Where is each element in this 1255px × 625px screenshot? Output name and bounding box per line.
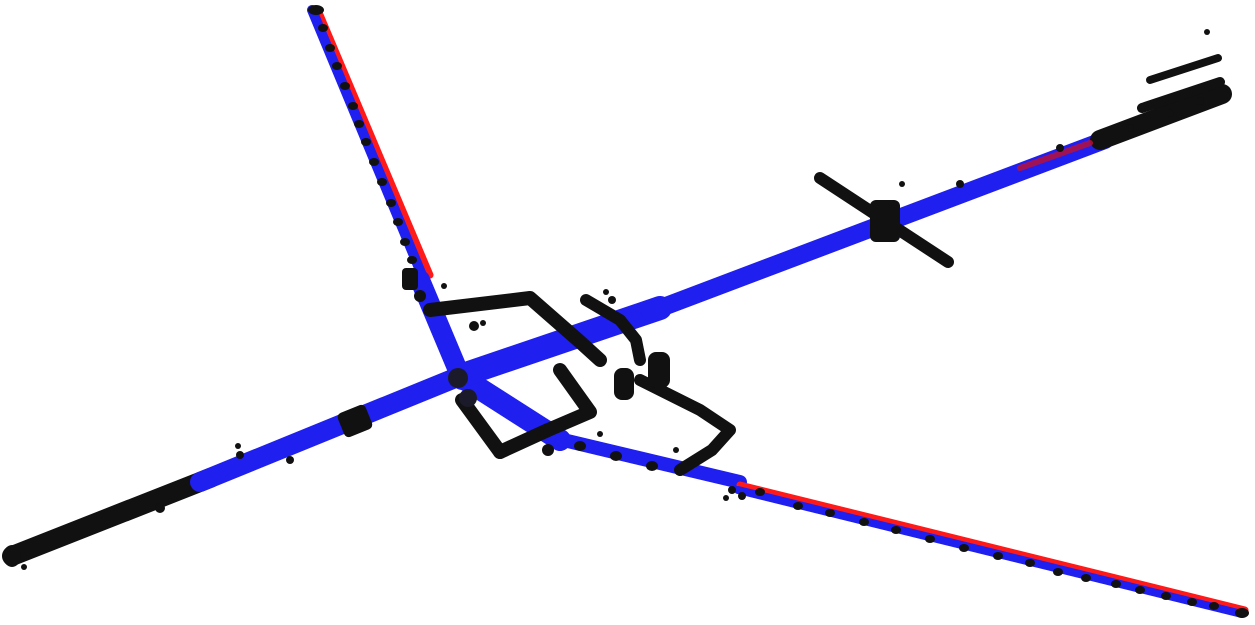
junction [448,368,468,388]
fitting [3,545,21,567]
main-trunk-red-accent [1017,140,1093,171]
fitting [1135,586,1145,594]
fitting [308,5,324,15]
junction [673,447,679,453]
fitting [1081,574,1091,582]
fitting [993,552,1003,560]
tank-pair [614,352,670,400]
junction [608,296,616,304]
fitting [1025,559,1035,567]
upper-right-parallel-pipes [1137,29,1225,113]
upper-left-branch-fittings [308,5,447,302]
fitting [377,178,387,186]
fitting [925,535,935,543]
center-manifold [423,289,736,476]
fitting [738,492,746,500]
fitting [235,443,241,449]
fitting [1126,124,1134,132]
upper-left-branch [307,5,472,390]
fitting [21,564,27,570]
fitting [1053,568,1063,576]
fitting [236,451,244,459]
parallel-pipe-short [1146,54,1222,84]
upper-left-branch-blue-lower [410,270,472,390]
fitting [155,503,165,513]
tank-left [614,368,634,400]
fitting [597,431,603,437]
fitting [891,526,901,534]
fitting [1056,144,1064,152]
lower-right-branch-fittings [574,431,1249,618]
tank-right [648,352,670,388]
fitting [369,158,379,166]
cross-pipe-valve [870,200,900,242]
main-trunk-left-black-end [2,468,220,566]
fitting [899,181,905,187]
valve [337,404,373,438]
fitting [414,290,426,302]
fitting [728,486,736,494]
fitting [959,544,969,552]
fitting [1235,608,1249,618]
fitting [409,284,415,290]
junction [469,321,479,331]
fitting [318,24,328,32]
fitting [286,456,294,464]
fitting [1204,29,1210,35]
fitting [340,82,350,90]
fitting [1161,592,1171,600]
fitting [1187,598,1197,606]
fitting [1111,580,1121,588]
lower-right-branch-blue-pipe [734,486,1246,618]
fitting [610,451,622,461]
fitting [332,62,342,70]
cross-pipe [814,172,954,268]
junction [480,320,486,326]
manifold-pipe-top [423,291,607,367]
fitting [723,495,729,501]
junction [493,445,507,459]
fitting [400,238,410,246]
junction [459,389,477,407]
upper-left-branch-red-pipe [314,6,434,279]
fitting [325,44,335,52]
manifold-pipe-lower [634,374,736,476]
manifold-pipe-right [580,294,646,366]
fitting [825,509,835,517]
fitting [859,518,869,526]
fitting [441,283,447,289]
lower-right-branch-red-pipe [736,481,1249,614]
fitting [361,138,371,146]
manifold-pipe-loop [455,363,597,459]
parallel-pipe-long [1137,77,1225,113]
fitting [354,120,364,128]
fitting [407,256,417,264]
fitting [1196,97,1204,105]
fitting [1209,602,1219,610]
fitting [646,461,658,471]
fitting [1166,109,1174,117]
fitting [348,102,358,110]
main-trunk-blue-left [190,362,480,492]
fitting [755,488,765,496]
fitting [574,441,586,451]
valve [402,268,418,290]
fitting [793,502,803,510]
fitting [386,199,396,207]
fitting [393,218,403,226]
junction [603,289,609,295]
fitting [956,180,964,188]
junction [542,444,554,456]
main-trunk-fittings [3,97,1204,570]
